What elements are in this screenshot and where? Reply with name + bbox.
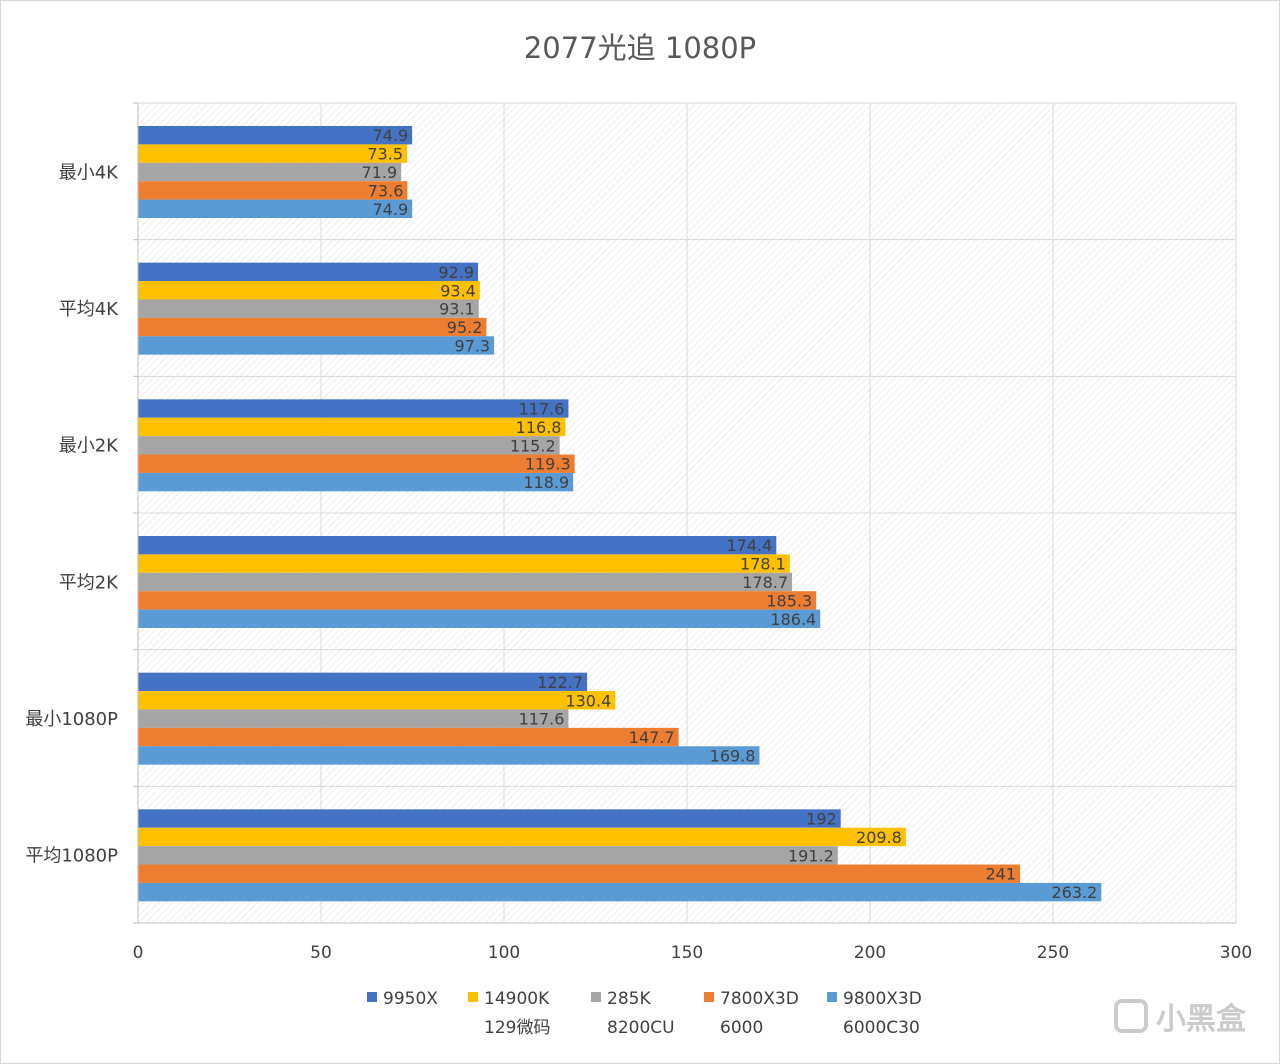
data-label: 93.1 bbox=[439, 300, 475, 319]
bar bbox=[138, 472, 574, 492]
x-tick-label: 200 bbox=[854, 943, 886, 963]
bar bbox=[138, 864, 1021, 883]
bar bbox=[138, 709, 569, 728]
data-label: 185.3 bbox=[766, 591, 812, 610]
legend-label: 9800X3D bbox=[843, 989, 922, 1009]
data-label: 95.2 bbox=[447, 318, 483, 337]
bar bbox=[138, 299, 479, 318]
watermark-text: 小黑盒 bbox=[1156, 1002, 1246, 1037]
bar bbox=[138, 572, 793, 592]
data-label: 174.4 bbox=[726, 536, 772, 555]
watermark: 小黑盒 bbox=[1114, 994, 1246, 1038]
data-label: 147.7 bbox=[629, 728, 675, 747]
data-label: 191.2 bbox=[788, 846, 834, 865]
legend-swatch bbox=[591, 992, 601, 1002]
bar bbox=[138, 336, 495, 355]
data-label: 122.7 bbox=[537, 673, 583, 692]
legend-label: 6000C30 bbox=[843, 1018, 920, 1038]
legend-label: 7800X3D bbox=[720, 989, 799, 1009]
data-label: 74.9 bbox=[373, 126, 409, 145]
bar bbox=[138, 809, 841, 828]
legend-swatch bbox=[704, 992, 714, 1002]
legend-label: 285K bbox=[607, 989, 651, 1009]
legend-swatch bbox=[367, 992, 377, 1002]
category-label: 平均1080P bbox=[25, 846, 118, 867]
data-label: 209.8 bbox=[856, 828, 902, 847]
bar bbox=[138, 417, 566, 437]
bar bbox=[138, 554, 790, 573]
data-label: 263.2 bbox=[1051, 883, 1097, 902]
x-tick-label: 250 bbox=[1037, 943, 1069, 963]
data-label: 118.9 bbox=[523, 473, 569, 492]
data-label: 178.1 bbox=[740, 555, 786, 574]
bar bbox=[138, 609, 821, 628]
bar bbox=[138, 144, 408, 163]
legend-label: 6000 bbox=[720, 1018, 763, 1038]
bar bbox=[138, 317, 487, 337]
bar bbox=[138, 846, 838, 865]
bar bbox=[138, 199, 413, 218]
x-tick-label: 300 bbox=[1220, 943, 1252, 963]
x-tick-label: 100 bbox=[488, 943, 520, 963]
category-label: 最小2K bbox=[59, 436, 119, 457]
data-label: 117.6 bbox=[519, 400, 565, 419]
bar bbox=[138, 727, 679, 747]
bar bbox=[138, 591, 817, 610]
data-label: 92.9 bbox=[438, 263, 474, 282]
category-label: 平均2K bbox=[59, 572, 119, 593]
bar bbox=[138, 691, 616, 710]
legend-swatch bbox=[827, 992, 837, 1002]
legend-swatch bbox=[468, 992, 478, 1002]
data-label: 116.8 bbox=[516, 418, 562, 437]
bar bbox=[138, 181, 408, 200]
data-labels: 74.973.571.973.674.992.993.493.195.297.3… bbox=[362, 126, 1098, 902]
bar bbox=[138, 399, 569, 418]
data-label: 186.4 bbox=[770, 610, 816, 629]
bar bbox=[138, 827, 906, 847]
data-label: 117.6 bbox=[519, 710, 565, 729]
bar bbox=[138, 454, 575, 473]
x-tick-label: 0 bbox=[133, 943, 144, 963]
legend-label: 9950X bbox=[383, 989, 438, 1009]
gridlines bbox=[138, 102, 1237, 924]
bar bbox=[138, 746, 760, 765]
data-label: 192 bbox=[806, 810, 837, 829]
bar bbox=[138, 162, 402, 182]
data-label: 97.3 bbox=[454, 336, 490, 355]
legend-label: 8200CU bbox=[607, 1018, 675, 1038]
chart-title: 2077光追 1080P bbox=[524, 31, 756, 65]
bar bbox=[138, 536, 777, 555]
data-label: 73.5 bbox=[367, 145, 403, 164]
bar bbox=[138, 436, 560, 455]
bar bbox=[138, 126, 413, 145]
data-label: 71.9 bbox=[362, 163, 398, 182]
data-label: 241 bbox=[986, 865, 1017, 884]
data-label: 178.7 bbox=[742, 573, 788, 592]
data-label: 119.3 bbox=[525, 455, 571, 474]
x-tick-label: 50 bbox=[310, 943, 332, 963]
bars bbox=[138, 126, 1102, 902]
legend-label: 14900K bbox=[484, 989, 550, 1009]
bar bbox=[138, 281, 480, 300]
bar bbox=[138, 882, 1102, 902]
heybox-logo-icon bbox=[1114, 999, 1148, 1033]
data-label: 73.6 bbox=[368, 181, 404, 200]
category-label: 最小1080P bbox=[25, 709, 118, 730]
category-label: 平均4K bbox=[59, 299, 119, 320]
x-tick-label: 150 bbox=[671, 943, 703, 963]
data-label: 169.8 bbox=[710, 746, 756, 765]
data-label: 74.9 bbox=[373, 200, 409, 219]
data-label: 93.4 bbox=[440, 281, 476, 300]
category-label: 最小4K bbox=[59, 162, 119, 183]
axes: 最小4K 平均4K 最小2K 平均2K 最小1080P 平均1080P 0 50 100 150 2… bbox=[25, 102, 1252, 963]
legend: 9950X 14900K 129微码 285K 8200CU 7800X3D 6000 980… bbox=[367, 989, 922, 1038]
data-label: 115.2 bbox=[510, 436, 556, 455]
legend-label: 129微码 bbox=[484, 1018, 550, 1038]
data-label: 130.4 bbox=[565, 691, 611, 710]
bar bbox=[138, 262, 479, 282]
bar bbox=[138, 672, 588, 692]
